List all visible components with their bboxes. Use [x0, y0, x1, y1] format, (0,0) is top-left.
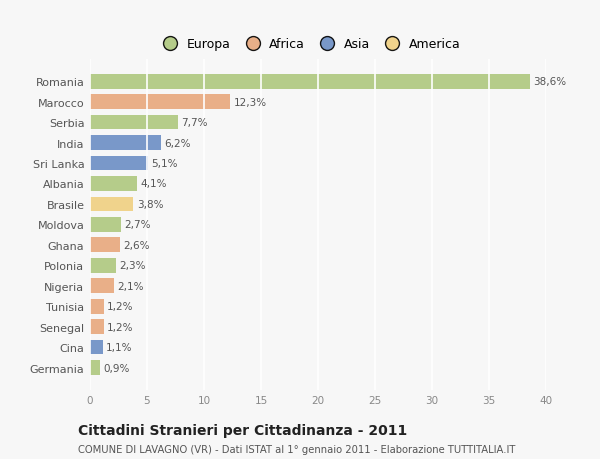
Legend: Europa, Africa, Asia, America: Europa, Africa, Asia, America: [152, 33, 465, 56]
Text: 2,3%: 2,3%: [119, 261, 146, 271]
Text: 1,1%: 1,1%: [106, 342, 133, 353]
Bar: [90, 258, 116, 273]
Text: Cittadini Stranieri per Cittadinanza - 2011: Cittadini Stranieri per Cittadinanza - 2…: [78, 423, 407, 437]
Bar: [90, 279, 114, 293]
Text: 5,1%: 5,1%: [152, 159, 178, 168]
Text: 4,1%: 4,1%: [140, 179, 167, 189]
Bar: [90, 116, 178, 130]
Text: 1,2%: 1,2%: [107, 302, 134, 312]
Text: 12,3%: 12,3%: [233, 97, 267, 107]
Text: 38,6%: 38,6%: [533, 77, 566, 87]
Bar: [90, 340, 103, 355]
Bar: [90, 197, 133, 212]
Bar: [90, 360, 100, 375]
Text: 2,6%: 2,6%: [123, 241, 149, 250]
Bar: [90, 299, 104, 314]
Bar: [90, 136, 161, 151]
Bar: [90, 177, 137, 191]
Text: 6,2%: 6,2%: [164, 138, 191, 148]
Bar: [90, 238, 119, 252]
Bar: [90, 319, 104, 334]
Bar: [90, 95, 230, 110]
Text: 7,7%: 7,7%: [181, 118, 208, 128]
Bar: [90, 75, 530, 90]
Text: 2,7%: 2,7%: [124, 220, 151, 230]
Text: 2,1%: 2,1%: [118, 281, 144, 291]
Bar: [90, 218, 121, 232]
Text: COMUNE DI LAVAGNO (VR) - Dati ISTAT al 1° gennaio 2011 - Elaborazione TUTTITALIA: COMUNE DI LAVAGNO (VR) - Dati ISTAT al 1…: [78, 444, 515, 454]
Bar: [90, 157, 148, 171]
Text: 0,9%: 0,9%: [104, 363, 130, 373]
Text: 1,2%: 1,2%: [107, 322, 134, 332]
Text: 3,8%: 3,8%: [137, 200, 163, 209]
